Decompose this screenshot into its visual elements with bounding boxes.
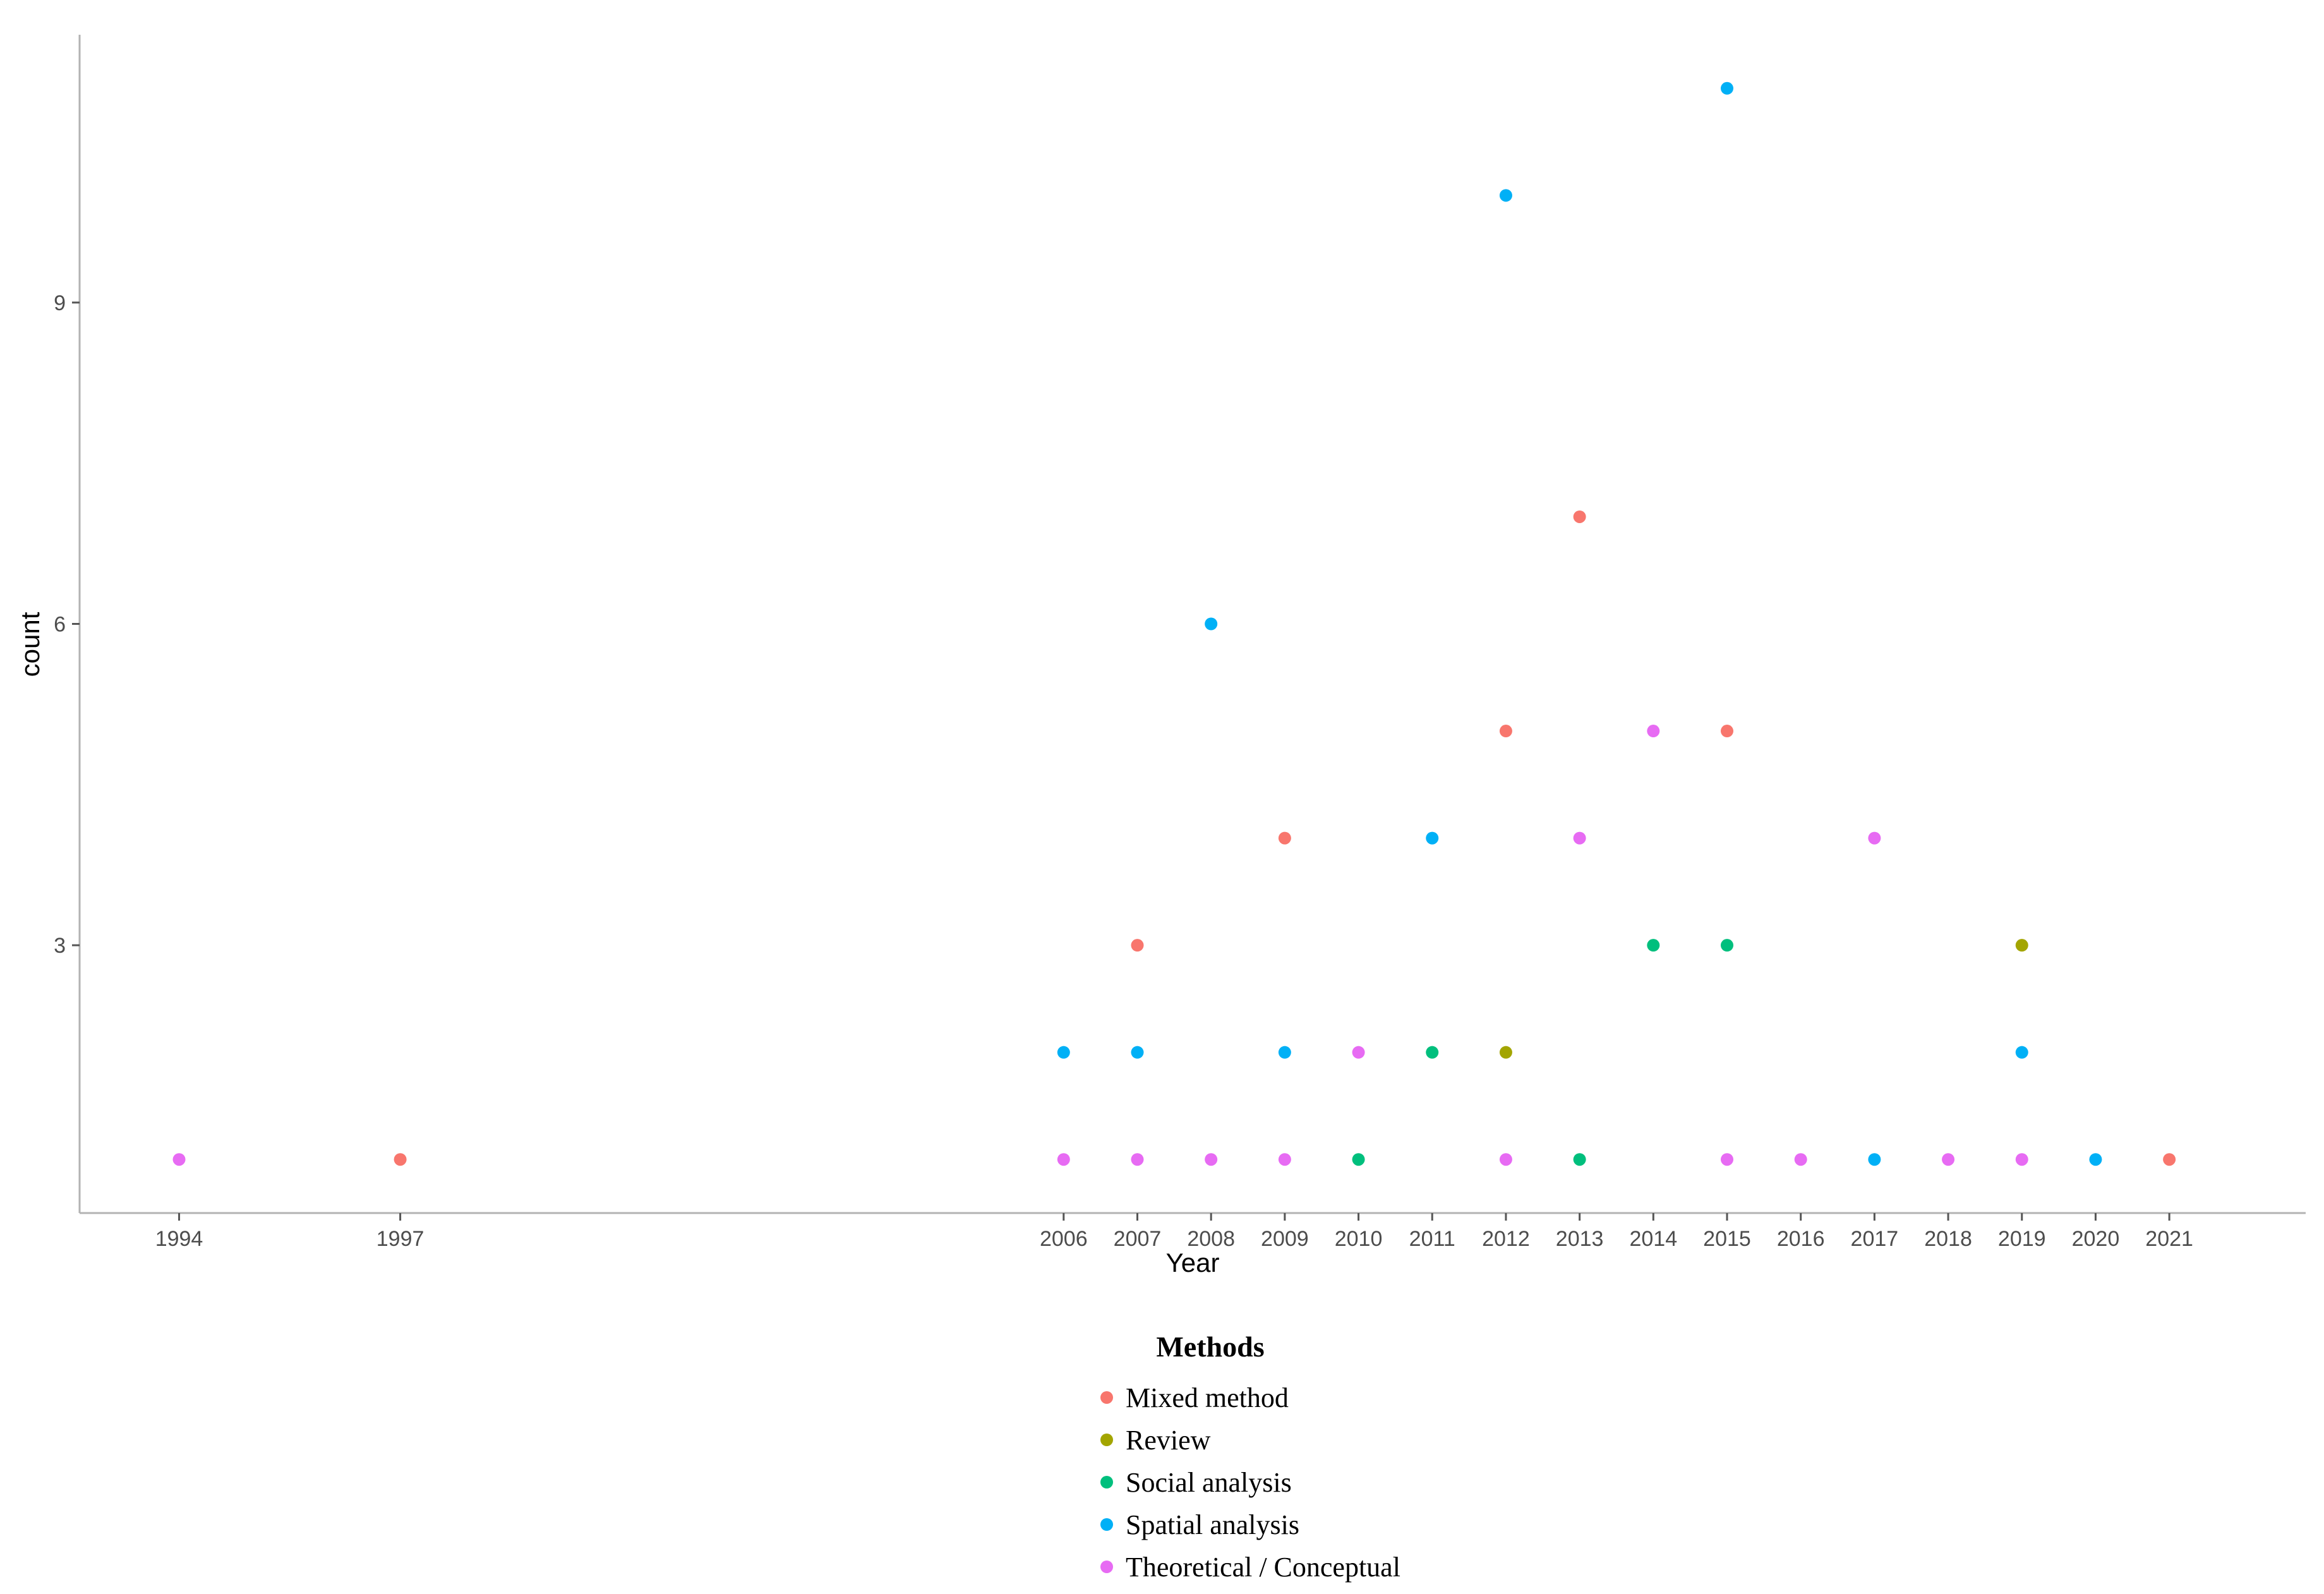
legend-label: Spatial analysis [1126, 1509, 1299, 1540]
point-spatial-analysis [1057, 1046, 1070, 1059]
y-tick-label: 9 [54, 291, 66, 315]
point-spatial-analysis [1205, 617, 1218, 631]
x-tick-label: 2011 [1409, 1227, 1455, 1251]
x-tick-label: 2016 [1777, 1227, 1825, 1251]
legend-label: Social analysis [1126, 1467, 1292, 1498]
point-social-analysis [1647, 939, 1660, 952]
legend: Methods Mixed method Review Social analysi… [1100, 1331, 1400, 1583]
point-spatial-analysis [1131, 1046, 1144, 1059]
point-spatial-analysis [2015, 1046, 2028, 1059]
legend-title: Methods [1156, 1331, 1264, 1363]
y-tick-label: 3 [54, 934, 66, 958]
legend-key [1100, 1391, 1113, 1404]
point-theoretical-conceptual [172, 1153, 186, 1166]
point-theoretical-conceptual [1942, 1153, 1955, 1166]
point-theoretical-conceptual [1794, 1153, 1807, 1166]
x-tick-label: 2008 [1187, 1227, 1235, 1251]
axis-titles-layer: Year count [15, 612, 1219, 1277]
x-axis-title: Year [1166, 1248, 1220, 1277]
point-theoretical-conceptual [2015, 1153, 2028, 1166]
data-points-layer [172, 82, 2176, 1166]
x-tick-label: 2020 [2072, 1227, 2120, 1251]
point-mixed-method [394, 1153, 407, 1166]
point-mixed-method [2163, 1153, 2176, 1166]
x-tick-label: 2018 [1924, 1227, 1972, 1251]
x-tick-label: 2017 [1851, 1227, 1899, 1251]
y-axis-title: count [15, 612, 45, 677]
x-tick-label: 2019 [1998, 1227, 2046, 1251]
point-theoretical-conceptual [1868, 831, 1881, 845]
point-spatial-analysis [1499, 189, 1512, 202]
x-tick-label: 2006 [1040, 1227, 1088, 1251]
point-spatial-analysis [1868, 1153, 1881, 1166]
x-tick-label: 2014 [1629, 1227, 1677, 1251]
point-theoretical-conceptual [1647, 725, 1660, 738]
point-social-analysis [1426, 1046, 1439, 1059]
x-tick-label: 2021 [2145, 1227, 2193, 1251]
point-theoretical-conceptual [1573, 831, 1586, 845]
legend-key [1100, 1561, 1113, 1573]
point-spatial-analysis [1426, 831, 1439, 845]
point-spatial-analysis [1720, 82, 1733, 95]
axes-layer: 1994 1997 2006 2007 2008 2009 2010 2011 2012 2013… [54, 35, 2306, 1251]
point-theoretical-conceptual [1278, 1153, 1291, 1166]
point-social-analysis [1720, 939, 1733, 952]
point-mixed-method [1278, 831, 1291, 845]
x-tick-label: 2010 [1335, 1227, 1383, 1251]
point-social-analysis [1573, 1153, 1586, 1166]
point-mixed-method [1720, 725, 1733, 738]
x-tick-label: 2013 [1556, 1227, 1604, 1251]
x-tick-label: 1997 [376, 1227, 424, 1251]
point-spatial-analysis [1278, 1046, 1291, 1059]
point-spatial-analysis [2089, 1153, 2102, 1166]
point-theoretical-conceptual [1499, 1153, 1512, 1166]
legend-label: Review [1126, 1425, 1211, 1456]
point-mixed-method [1499, 725, 1512, 738]
point-theoretical-conceptual [1205, 1153, 1218, 1166]
point-theoretical-conceptual [1720, 1153, 1733, 1166]
legend-label: Mixed method [1126, 1382, 1289, 1413]
y-tick-label: 6 [54, 613, 66, 637]
point-theoretical-conceptual [1057, 1153, 1070, 1166]
point-review [2015, 939, 2028, 952]
x-tick-label: 2009 [1261, 1227, 1309, 1251]
x-tick-label: 2015 [1703, 1227, 1751, 1251]
point-theoretical-conceptual [1131, 1153, 1144, 1166]
legend-key [1100, 1518, 1113, 1531]
legend-key [1100, 1434, 1113, 1446]
point-theoretical-conceptual [1352, 1046, 1365, 1059]
point-mixed-method [1131, 939, 1144, 952]
legend-key [1100, 1476, 1113, 1488]
point-mixed-method [1573, 510, 1586, 523]
legend-label: Theoretical / Conceptual [1126, 1552, 1400, 1583]
point-review [1499, 1046, 1512, 1059]
x-tick-label: 2007 [1114, 1227, 1162, 1251]
x-tick-label: 2012 [1482, 1227, 1530, 1251]
point-social-analysis [1352, 1153, 1365, 1166]
x-tick-label: 1994 [155, 1227, 203, 1251]
